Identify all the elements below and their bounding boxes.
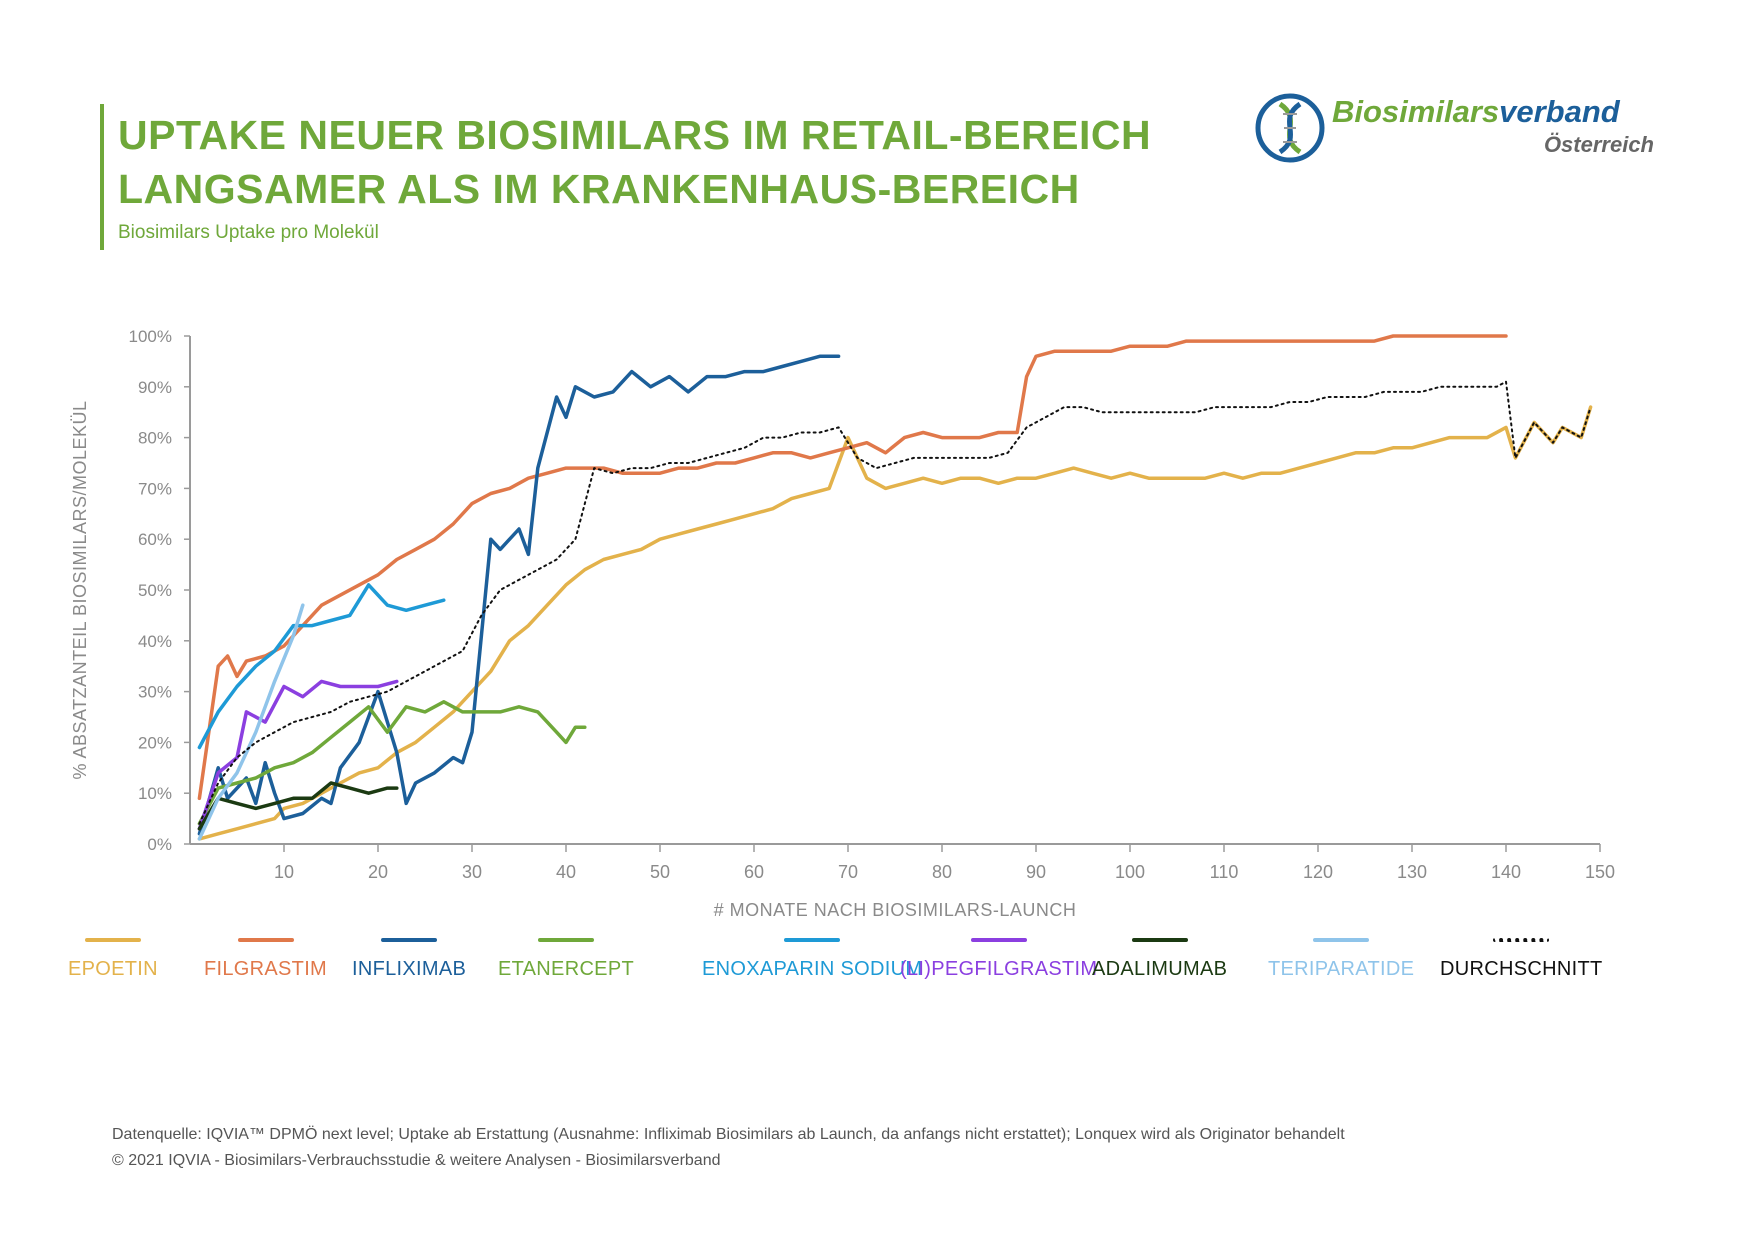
x-tick-label: 50 (650, 862, 670, 882)
y-tick-label: 0% (147, 835, 172, 854)
series-line-infliximab (197, 354, 841, 836)
legend-item-durchschnitt: DURCHSCHNITT (1440, 938, 1602, 981)
page-title-line-1: UPTAKE NEUER BIOSIMILARS IM RETAIL-BEREI… (118, 112, 1152, 158)
x-tick-label: 70 (838, 862, 858, 882)
footer: Datenquelle: IQVIA™ DPMÖ next level; Upt… (112, 1122, 1345, 1174)
legend-swatch (1131, 938, 1188, 942)
title-accent-bar (100, 104, 104, 250)
legend-item-infliximab: INFLIXIMAB (352, 938, 466, 981)
legend-swatch (784, 938, 841, 942)
y-tick-label: 30% (138, 683, 172, 702)
legend-label: EPOETIN (68, 958, 158, 980)
y-tick-label: 40% (138, 632, 172, 651)
legend-swatch (970, 938, 1027, 942)
y-tick-label: 90% (138, 378, 172, 397)
x-tick-label: 60 (744, 862, 764, 882)
series-line-durchschnitt (198, 380, 1592, 825)
page-subtitle: Biosimilars Uptake pro Molekül (118, 222, 379, 243)
legend-label: DURCHSCHNITT (1440, 958, 1603, 980)
uptake-line-chart: 0% 10% 20% 30% 40% 50% 60% 70% 80% 90% 100% 10 20 30 4… (70, 327, 1615, 920)
legend-swatch (381, 938, 438, 942)
legend-item-filgrastim: FILGRASTIM (204, 938, 327, 981)
y-tick-label: 20% (138, 733, 172, 752)
series-line-enoxaparin-sodium (197, 583, 446, 750)
x-tick-label: 140 (1491, 862, 1521, 882)
y-tick-label: 60% (138, 530, 172, 549)
x-tick-label: 40 (556, 862, 576, 882)
footer-copyright: © 2021 IQVIA - Biosimilars-Verbrauchsstu… (112, 1152, 721, 1169)
series-line-li-pegfilgrastim (197, 679, 399, 831)
footer-source: Datenquelle: IQVIA™ DPMÖ next level; Upt… (112, 1126, 1345, 1143)
legend-label: FILGRASTIM (204, 958, 328, 980)
legend-label: ETANERCEPT (498, 958, 634, 980)
y-axis-label: % ABSATZANTEIL BIOSIMILARS/MOLEKÜL (70, 400, 90, 779)
y-tick-label: 80% (138, 429, 172, 448)
biosimilarsverband-logo: Biosimilarsverband Österreich (1254, 92, 1654, 172)
y-tick-label: 100% (129, 327, 172, 346)
legend-label: ENOXAPARIN SODIUM (702, 958, 923, 980)
legend-item-teriparatide: TERIPARATIDE (1268, 938, 1414, 981)
legend-item-enoxaparin-sodium: ENOXAPARIN SODIUM (702, 938, 922, 981)
chart-legend: EPOETIN FILGRASTIM INFLIXIMAB ETANERCEPT ENO… (68, 938, 1680, 998)
legend-swatch (537, 938, 594, 942)
page-title-line-2: LANGSAMER ALS IM KRANKENHAUS-BEREICH (118, 166, 1080, 212)
x-axis-label: # MONATE NACH BIOSIMILARS-LAUNCH (714, 900, 1077, 920)
x-tick-label: 110 (1210, 862, 1239, 882)
x-tick-label: 20 (368, 862, 388, 882)
x-tick-label: 30 (462, 862, 482, 882)
y-tick-label: 10% (138, 784, 172, 803)
legend-label: ADALIMUMAB (1092, 958, 1228, 980)
x-tick-label: 80 (932, 862, 952, 882)
x-tick-label: 150 (1585, 862, 1615, 882)
dna-helix-icon (1255, 93, 1325, 163)
page-title: UPTAKE NEUER BIOSIMILARS IM RETAIL-BEREI… (118, 108, 1151, 216)
y-tick-label: 50% (138, 581, 172, 600)
x-tick-label: 130 (1397, 862, 1427, 882)
x-tick-label: 90 (1026, 862, 1046, 882)
legend-label: (LI)PEGFILGRASTIM (900, 958, 1098, 980)
series-line-filgrastim (197, 334, 1508, 801)
legend-item-epoetin: EPOETIN (68, 938, 158, 981)
legend-item-adalimumab: ADALIMUMAB (1092, 938, 1227, 981)
logo-wordmark: Biosimilarsverband (1332, 94, 1620, 130)
logo-wordmark-part2: verband (1499, 94, 1620, 129)
x-tick-label: 10 (274, 862, 294, 882)
legend-label: INFLIXIMAB (352, 958, 467, 980)
y-tick-label: 70% (138, 479, 172, 498)
series-line-adalimumab (197, 781, 399, 831)
legend-label: TERIPARATIDE (1268, 958, 1415, 980)
logo-country: Österreich (1543, 132, 1654, 157)
series-line-epoetin (197, 405, 1593, 841)
series-line-teriparatide (197, 603, 305, 841)
legend-item-li-pegfilgrastim: (LI)PEGFILGRASTIM (900, 938, 1097, 981)
series-line-etanercept (197, 700, 587, 826)
legend-swatch (1493, 938, 1550, 942)
x-tick-label: 100 (1115, 862, 1145, 882)
x-tick-label: 120 (1303, 862, 1333, 882)
legend-swatch (237, 938, 294, 942)
legend-swatch (84, 938, 141, 942)
legend-item-etanercept: ETANERCEPT (498, 938, 634, 981)
logo-wordmark-part1: Biosimilars (1332, 94, 1500, 129)
legend-swatch (1313, 938, 1370, 942)
